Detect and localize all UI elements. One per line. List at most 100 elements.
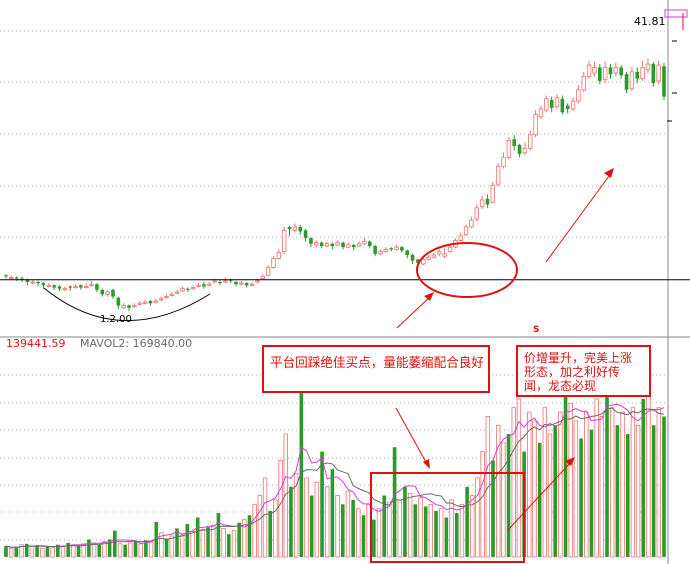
candle-body bbox=[186, 288, 190, 290]
volume-bar bbox=[45, 546, 50, 557]
volume-bar bbox=[138, 543, 143, 558]
volume-bar bbox=[262, 477, 268, 558]
platform-ellipse bbox=[416, 242, 518, 298]
candle-body bbox=[586, 64, 592, 77]
candle-body bbox=[142, 301, 148, 304]
candle-body bbox=[437, 251, 442, 255]
volume-bar bbox=[444, 517, 449, 557]
volume-bar bbox=[641, 398, 646, 557]
volume-bar bbox=[656, 407, 662, 558]
arrow-to-ellipse bbox=[396, 294, 433, 329]
volume-bar bbox=[257, 495, 263, 558]
volume-bar bbox=[8, 547, 14, 558]
volume-ma1-line bbox=[5, 403, 665, 548]
volume-bar bbox=[491, 460, 495, 557]
candle-body bbox=[116, 297, 121, 306]
candle-body bbox=[544, 98, 549, 111]
candle-body bbox=[549, 99, 554, 108]
candle-body bbox=[228, 279, 233, 281]
candle-body bbox=[479, 199, 485, 208]
volume-bar bbox=[289, 486, 293, 557]
candle-body bbox=[202, 284, 206, 287]
volume-bars bbox=[4, 372, 666, 558]
candle-body bbox=[84, 286, 89, 288]
volume-ma2-line bbox=[5, 407, 665, 548]
volume-bar bbox=[516, 398, 522, 558]
candle-body bbox=[533, 114, 538, 136]
volume-bar bbox=[418, 497, 423, 558]
volume-bar bbox=[480, 451, 485, 558]
volume-bar bbox=[169, 535, 174, 558]
candle-body bbox=[410, 254, 415, 261]
candle-body bbox=[234, 281, 238, 285]
volume-bar bbox=[117, 543, 123, 558]
candle-body bbox=[100, 289, 105, 295]
volume-bar bbox=[190, 531, 195, 558]
volume-bar bbox=[599, 416, 605, 558]
volume-bar bbox=[345, 490, 351, 558]
candle-body bbox=[223, 280, 228, 283]
volume-bar bbox=[594, 398, 599, 558]
volume-bar bbox=[159, 532, 164, 558]
volume-bar bbox=[615, 425, 620, 557]
candle-body bbox=[560, 98, 565, 113]
volume-bar bbox=[211, 524, 216, 558]
candle-body bbox=[501, 156, 506, 167]
volume-bar bbox=[630, 407, 636, 558]
volume-bar bbox=[356, 508, 361, 558]
volume-bar bbox=[314, 481, 320, 558]
volume-bar bbox=[226, 534, 231, 557]
candle-body bbox=[41, 283, 46, 286]
volume-bar bbox=[439, 508, 444, 558]
volume-bar bbox=[625, 434, 630, 557]
s-marker: S bbox=[533, 325, 539, 335]
candle-body bbox=[367, 241, 372, 247]
candle-body bbox=[271, 257, 276, 268]
volume-bar bbox=[50, 546, 55, 558]
volume-bar bbox=[278, 459, 283, 558]
volume-bar bbox=[651, 425, 656, 557]
volume-bar bbox=[527, 411, 532, 558]
volume-bar bbox=[66, 542, 70, 557]
candle-body bbox=[20, 278, 24, 280]
volume-bar bbox=[662, 416, 666, 557]
volume-bar bbox=[579, 438, 583, 557]
volume-bar bbox=[620, 411, 625, 558]
volume-bar bbox=[376, 508, 382, 558]
volume-bar bbox=[144, 540, 148, 557]
volume-up-arrow-head bbox=[565, 457, 575, 466]
candle-body bbox=[421, 259, 426, 265]
candle-body bbox=[362, 241, 367, 245]
volume-bar bbox=[247, 515, 252, 557]
candle-body bbox=[174, 291, 180, 294]
candle-body bbox=[132, 305, 137, 308]
volume-bar bbox=[185, 524, 190, 557]
volume-bar bbox=[304, 477, 309, 558]
candle-body bbox=[640, 67, 645, 80]
candle-body bbox=[36, 281, 40, 284]
volume-bar bbox=[179, 534, 185, 558]
volume-bar bbox=[340, 504, 345, 557]
right-axis-ticks bbox=[664, 9, 688, 122]
volume-bar bbox=[252, 503, 257, 558]
volume-bar bbox=[133, 541, 138, 557]
candle-body bbox=[111, 289, 115, 297]
candle-body bbox=[158, 298, 164, 301]
arrow-to-ellipse-head bbox=[424, 292, 434, 301]
candle-body bbox=[517, 144, 522, 154]
volume-bar bbox=[407, 492, 413, 558]
volume-shrink-box bbox=[370, 472, 525, 563]
volume-bar bbox=[537, 442, 542, 557]
uptrend-arrow bbox=[545, 171, 613, 263]
candle-body bbox=[581, 75, 586, 91]
volume-bar bbox=[465, 486, 469, 557]
volume-bar bbox=[563, 381, 568, 557]
volume-bar bbox=[128, 542, 133, 558]
candle-body bbox=[538, 108, 544, 118]
arrow-to-volume-box bbox=[395, 407, 428, 465]
candle-body bbox=[458, 235, 463, 241]
candle-body bbox=[260, 275, 265, 279]
volume-bar bbox=[413, 504, 418, 557]
candle-body bbox=[490, 184, 496, 203]
volume-bar bbox=[351, 499, 355, 557]
